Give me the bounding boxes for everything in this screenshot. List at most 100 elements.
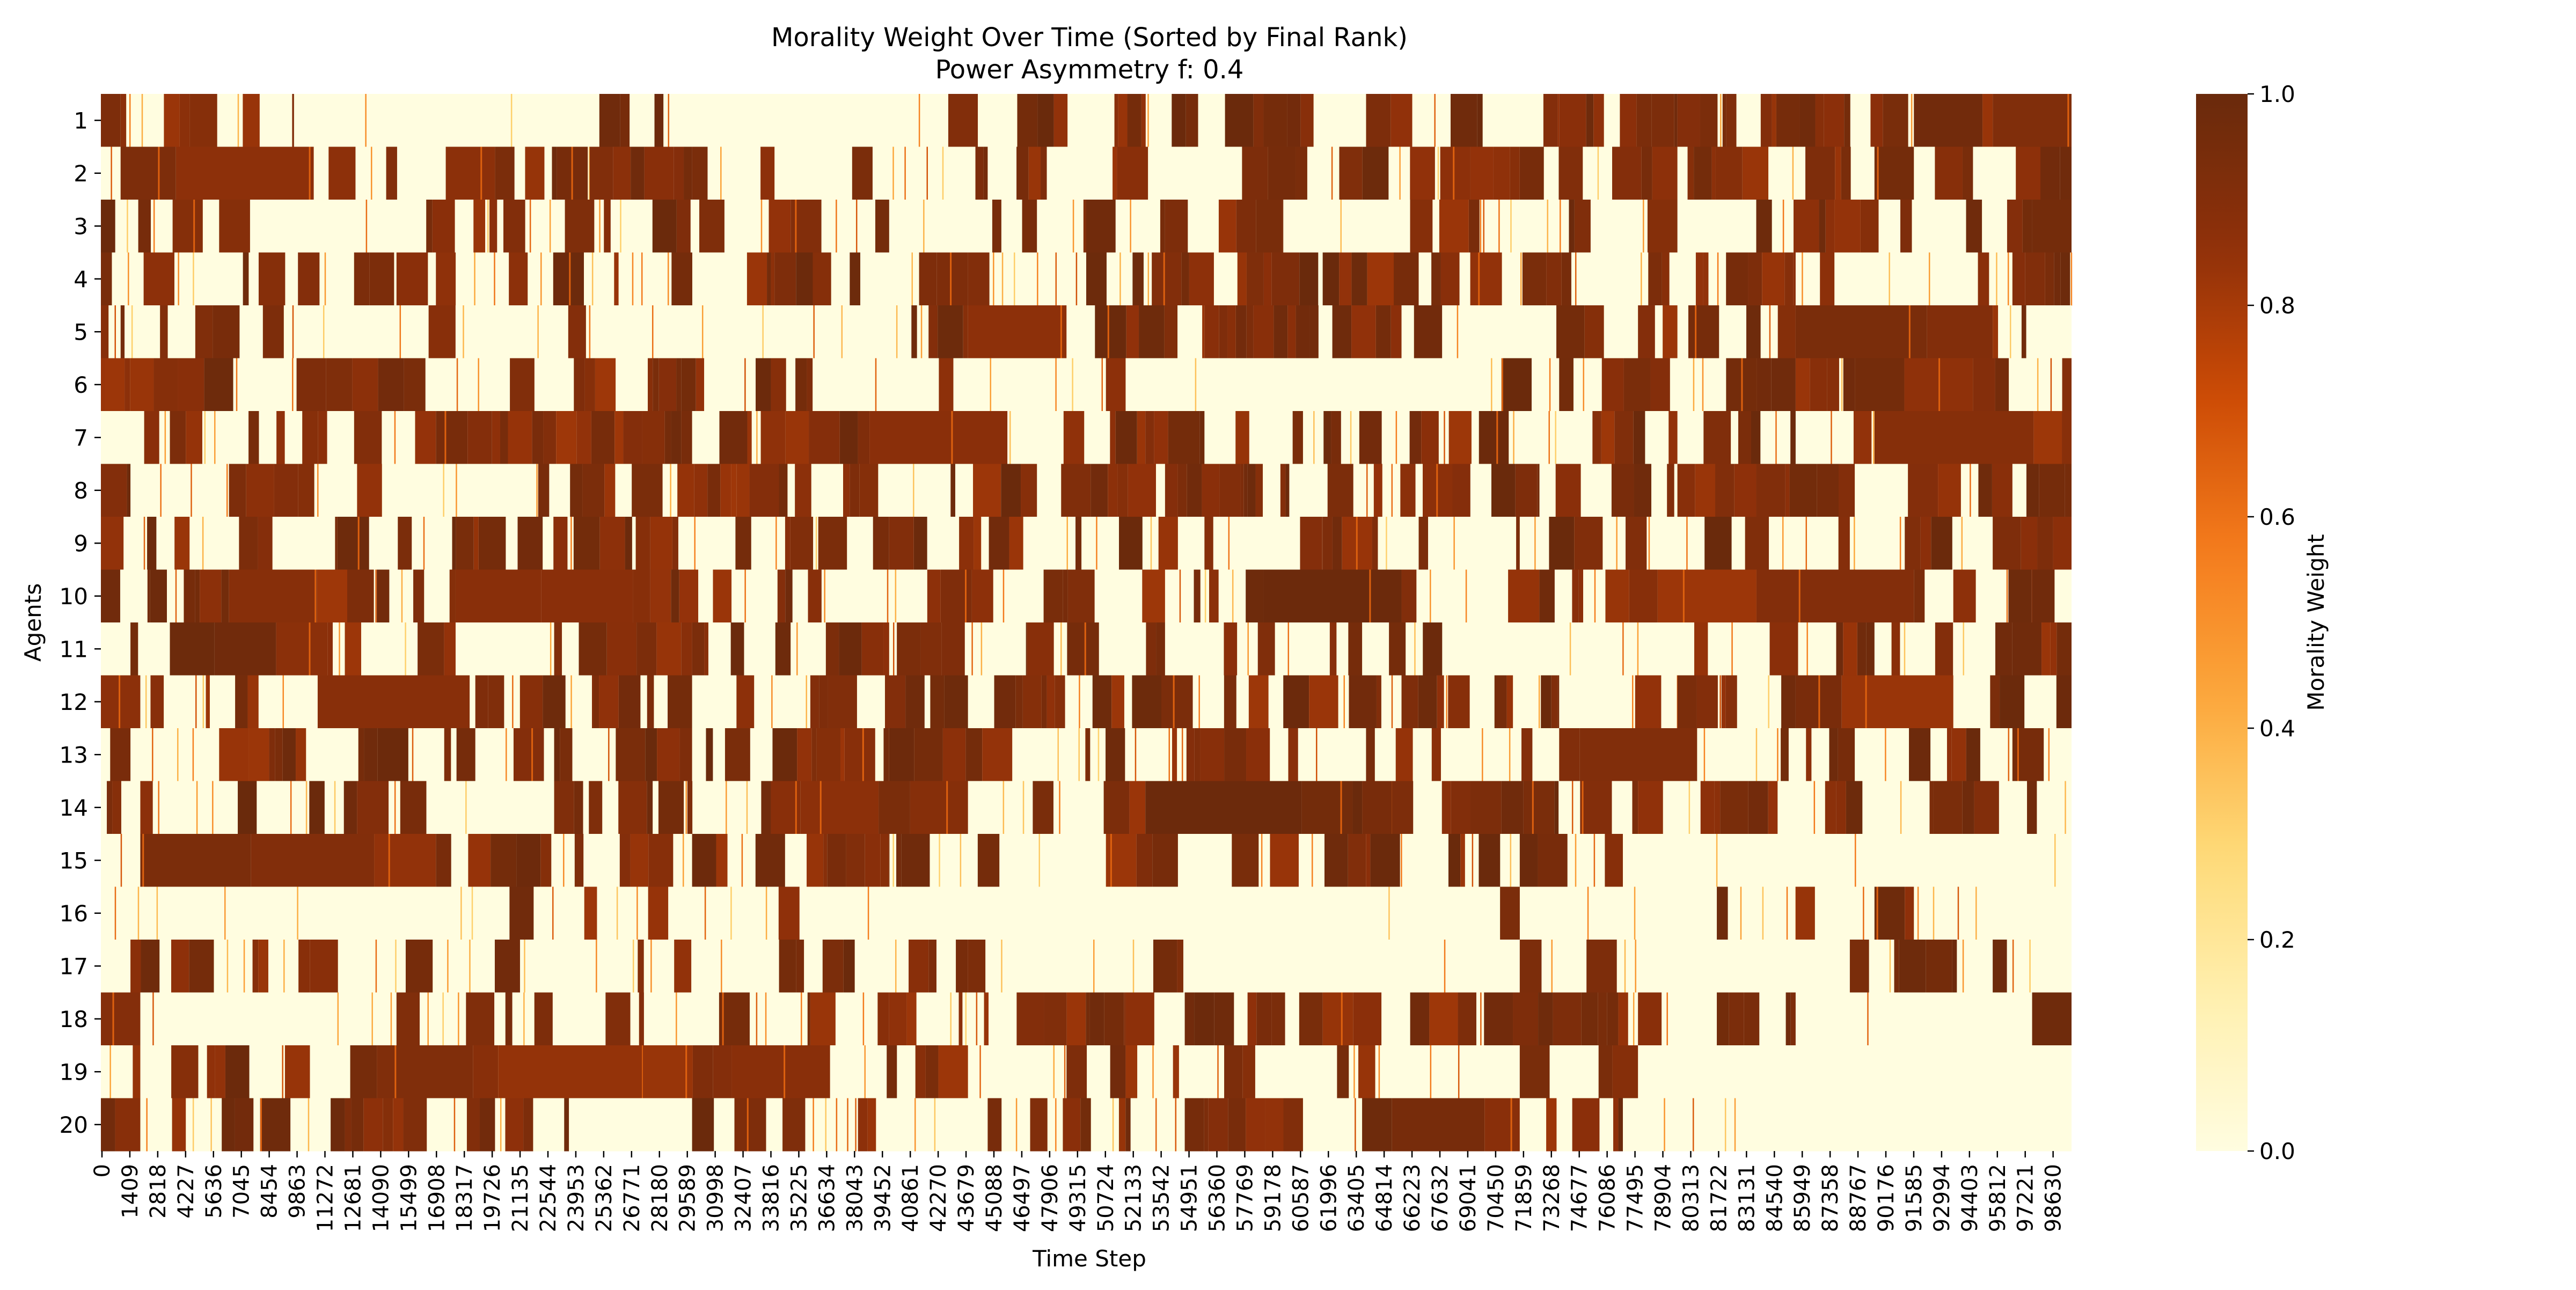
heatmap-cell xyxy=(681,622,692,676)
heatmap-cell xyxy=(1819,200,1826,253)
heatmap-cell xyxy=(736,464,750,517)
heatmap-cell xyxy=(1543,94,1558,147)
heatmap-cell xyxy=(1287,94,1301,147)
heatmap-cell xyxy=(676,200,691,253)
heatmap-cell xyxy=(1430,1045,1432,1098)
heatmap-cell xyxy=(620,200,621,253)
heatmap-cell xyxy=(719,411,748,464)
heatmap-cell xyxy=(775,622,791,676)
heatmap-cell xyxy=(984,992,989,1046)
heatmap-cell xyxy=(212,781,214,834)
heatmap-cell xyxy=(1037,94,1054,147)
heatmap-cell xyxy=(204,411,206,464)
heatmap-cell xyxy=(1836,622,1843,676)
heatmap-cell xyxy=(1760,94,1772,147)
heatmap-cell xyxy=(950,992,952,1046)
heatmap-cell xyxy=(505,992,513,1046)
heatmap-cell xyxy=(915,1045,926,1098)
heatmap-cell xyxy=(1929,781,1934,834)
heatmap-cell xyxy=(1232,834,1259,887)
heatmap-cell xyxy=(335,517,338,570)
heatmap-cell xyxy=(687,781,693,834)
heatmap-cell xyxy=(276,622,328,676)
y-tick-label: 10 xyxy=(60,583,88,610)
heatmap-cell xyxy=(150,569,167,623)
heatmap-cell xyxy=(1075,252,1078,306)
heatmap-cell xyxy=(143,517,145,570)
heatmap-cell xyxy=(1083,200,1086,253)
heatmap-cell xyxy=(648,358,653,412)
heatmap-cell xyxy=(895,940,897,993)
heatmap-cell xyxy=(394,411,396,464)
heatmap-cell xyxy=(195,675,197,729)
x-tick-label: 28180 xyxy=(648,1164,672,1232)
heatmap-cell xyxy=(1228,1098,1246,1152)
heatmap-cell xyxy=(488,675,504,729)
heatmap-cell xyxy=(1414,622,1416,676)
heatmap-cell xyxy=(1647,200,1678,253)
heatmap-cell xyxy=(1538,834,1568,887)
heatmap-cell xyxy=(1480,200,1482,253)
heatmap-cell xyxy=(1598,992,1607,1046)
heatmap-cell xyxy=(1748,252,1762,306)
heatmap-cell xyxy=(1634,886,1636,940)
x-tick-label: 91585 xyxy=(1902,1164,1927,1232)
heatmap-cell xyxy=(1118,94,1128,147)
heatmap-cell xyxy=(1682,569,1685,623)
heatmap-cell xyxy=(1534,517,1536,570)
heatmap-cell xyxy=(236,358,238,412)
heatmap-cell xyxy=(605,992,631,1046)
heatmap-cell xyxy=(1510,1098,1512,1152)
heatmap-cell xyxy=(2012,728,2044,781)
heatmap-cell xyxy=(658,358,677,412)
heatmap-cell xyxy=(1717,886,1728,940)
heatmap-cell xyxy=(1962,940,1964,993)
colorbar: 0.0 0.2 0.4 0.6 0.8 1.0 xyxy=(2196,81,2295,1164)
heatmap-cell xyxy=(1978,252,1989,306)
heatmap-cell xyxy=(110,728,131,781)
heatmap-cell xyxy=(1549,517,1575,570)
heatmap-cell xyxy=(1931,517,1952,570)
heatmap-cell xyxy=(364,728,378,781)
heatmap-cell xyxy=(131,305,133,358)
heatmap-cell xyxy=(1072,358,1073,412)
heatmap-cell xyxy=(747,411,752,464)
heatmap-cell xyxy=(365,94,367,147)
heatmap-cell xyxy=(195,569,200,623)
heatmap-cell xyxy=(1037,252,1038,306)
heatmap-cell xyxy=(1235,305,1247,358)
heatmap-cell xyxy=(1470,781,1502,834)
heatmap-cell xyxy=(1400,464,1416,517)
x-tick-label: 97221 xyxy=(2014,1164,2038,1232)
heatmap-cell xyxy=(1584,305,1604,358)
heatmap-cell xyxy=(1824,94,1845,147)
heatmap-cell xyxy=(1177,940,1183,993)
heatmap-cell xyxy=(1657,569,1757,623)
heatmap-cell xyxy=(283,940,285,993)
heatmap-cell xyxy=(701,305,704,358)
heatmap-cell xyxy=(1392,1098,1485,1152)
heatmap-cell xyxy=(1623,358,1651,412)
heatmap-cell xyxy=(1841,358,1843,412)
heatmap-cell xyxy=(1482,728,1483,781)
heatmap-cell xyxy=(883,622,889,676)
heatmap-cell xyxy=(130,358,154,412)
heatmap-cell xyxy=(456,517,474,570)
heatmap-cell xyxy=(177,728,179,781)
heatmap-cell xyxy=(699,200,724,253)
heatmap-cell xyxy=(771,252,775,306)
heatmap-cell xyxy=(479,1098,495,1152)
heatmap-cell xyxy=(1586,94,1594,147)
heatmap-cell xyxy=(1145,411,1154,464)
heatmap-cell xyxy=(1558,146,1583,200)
heatmap-cell xyxy=(979,1045,981,1098)
heatmap-cell xyxy=(1145,781,1302,834)
heatmap-cell xyxy=(536,464,538,517)
heatmap-cell xyxy=(1066,1045,1087,1098)
heatmap-cell xyxy=(1641,252,1642,306)
heatmap-cell xyxy=(980,622,983,676)
heatmap-cell xyxy=(357,781,389,834)
heatmap-cell xyxy=(1280,464,1286,517)
heatmap-cell xyxy=(1072,200,1074,253)
